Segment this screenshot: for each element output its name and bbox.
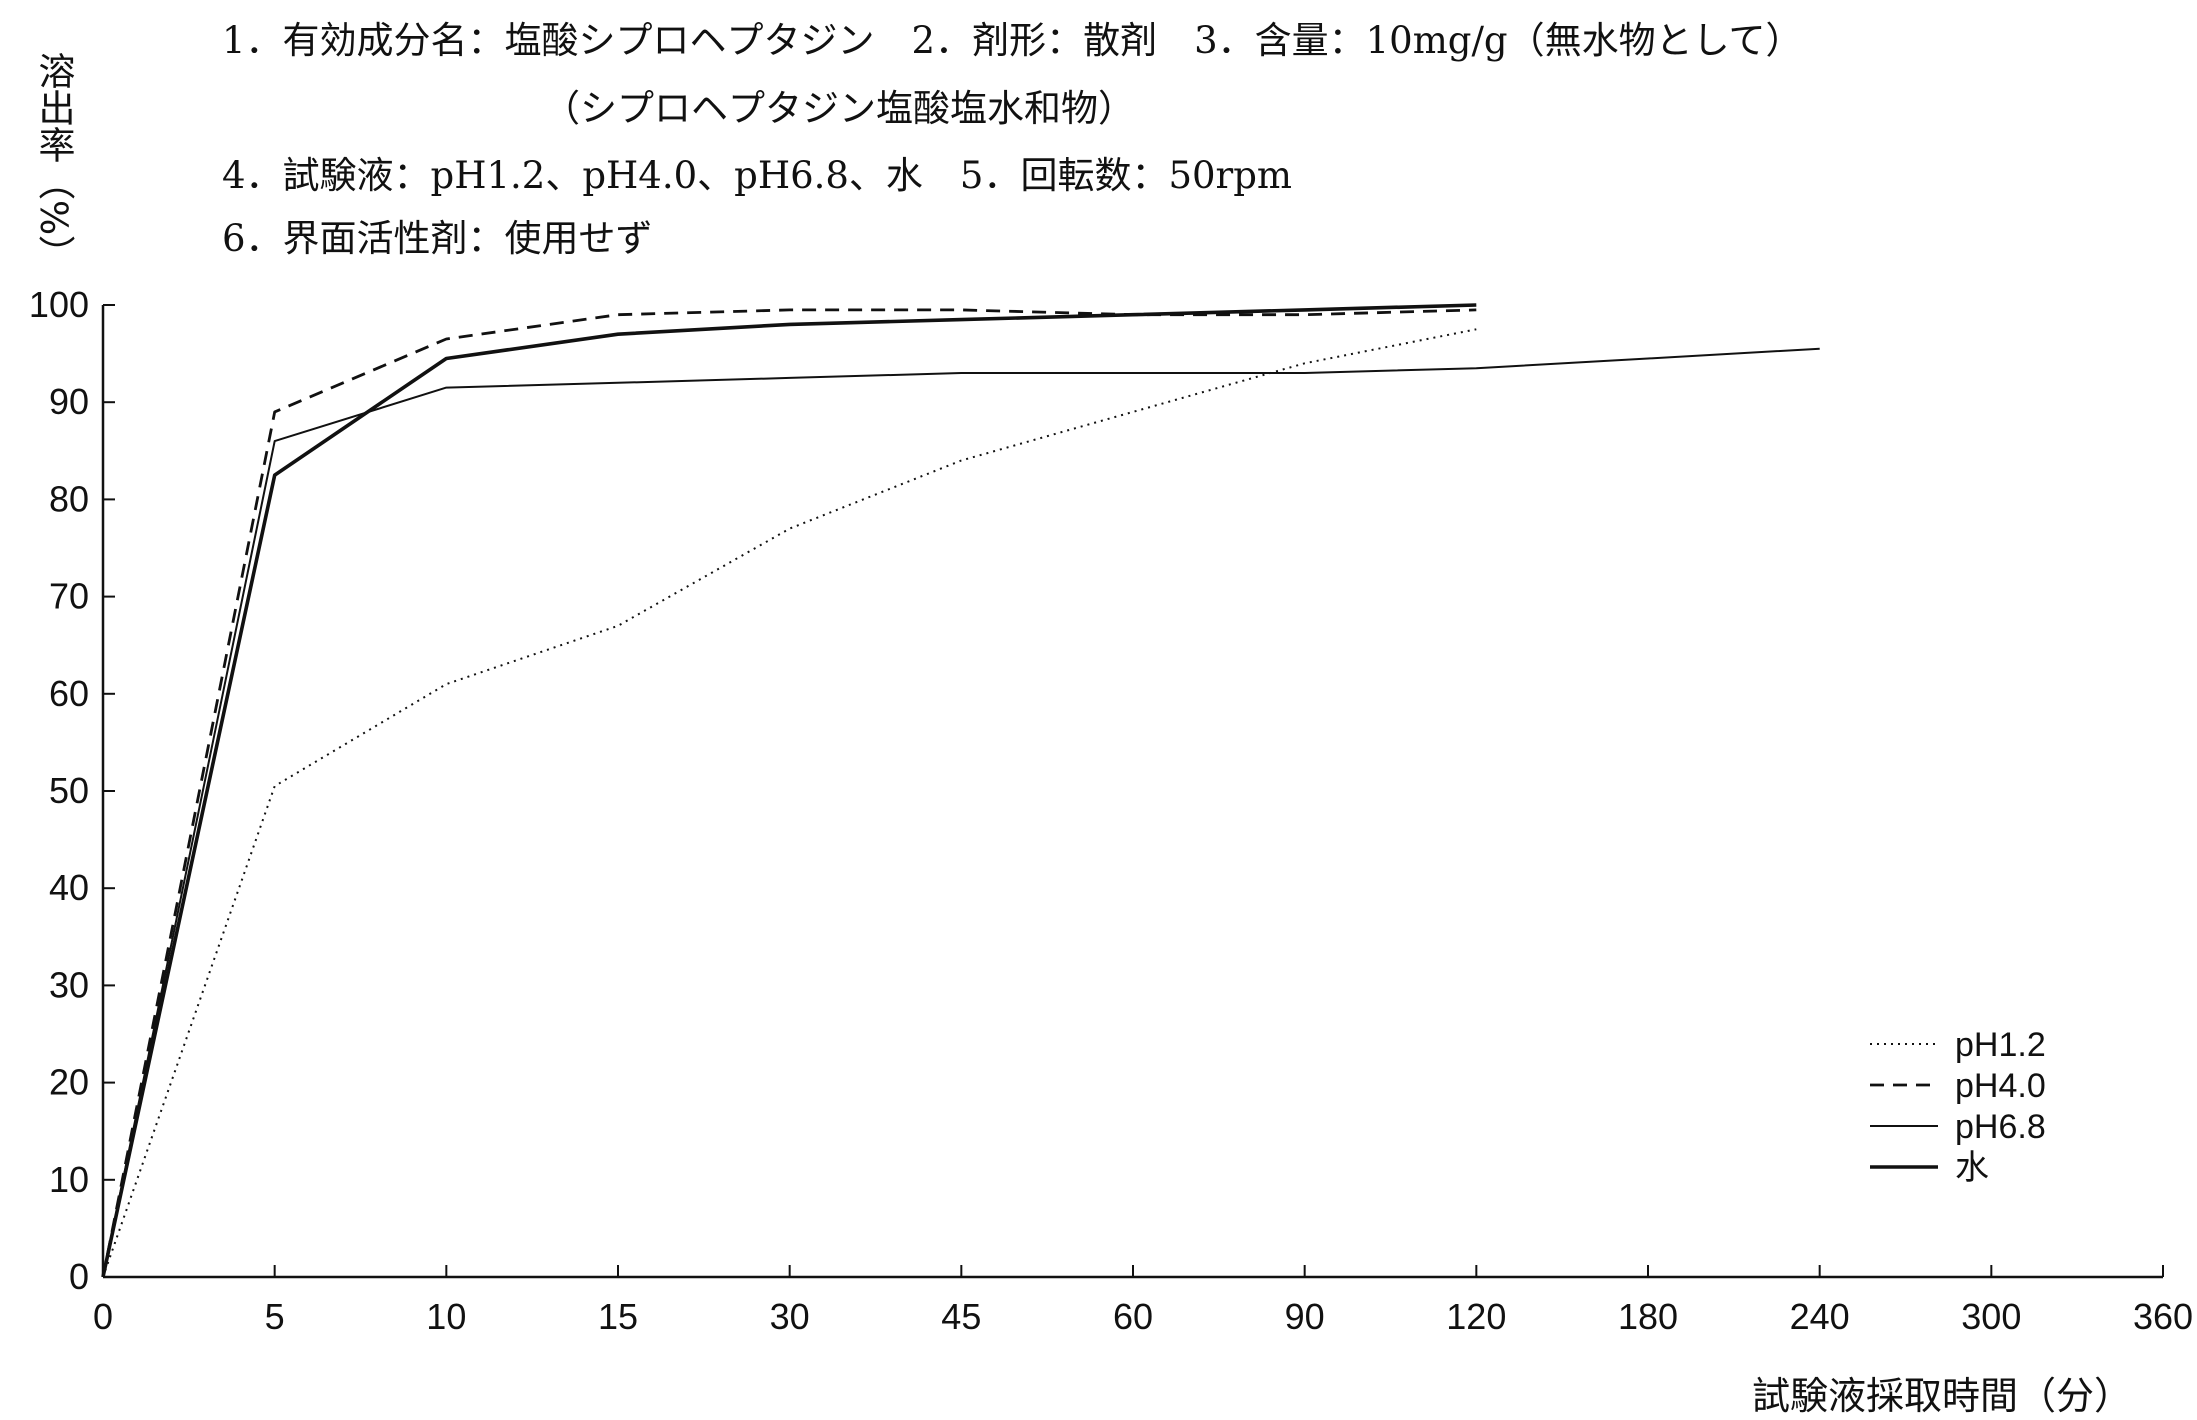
y-tick-label: 50 [49, 770, 89, 811]
series-line-dotted [102, 328, 1477, 1278]
y-tick-label: 90 [49, 381, 89, 422]
y-tick-label: 60 [49, 673, 89, 714]
y-tick-label: 40 [49, 867, 89, 908]
x-axis-label: 試験液採取時間（分） [1751, 1374, 2132, 1418]
chart-info-line-2: （シプロヘプタジン塩酸塩水和物） [543, 87, 1135, 130]
x-tick-label: 5 [265, 1296, 285, 1337]
x-tick-label: 15 [598, 1296, 638, 1337]
x-tick-label: 60 [1113, 1296, 1153, 1337]
x-tick-label: 30 [770, 1296, 810, 1337]
x-tick-label: 90 [1285, 1296, 1325, 1337]
series-line-thick [101, 303, 1477, 1278]
legend-label: 水 [1955, 1149, 1989, 1187]
y-tick-label: 30 [49, 964, 89, 1005]
x-tick-label: 300 [1961, 1296, 2021, 1337]
series-line-thin [102, 347, 1820, 1278]
y-tick-label: 0 [69, 1256, 89, 1297]
x-tick-label: 45 [941, 1296, 981, 1337]
legend-label: pH4.0 [1955, 1067, 2046, 1105]
x-tick-label: 180 [1618, 1296, 1678, 1337]
x-tick-label: 0 [93, 1296, 113, 1337]
legend-label: pH6.8 [1955, 1108, 2046, 1146]
x-tick-label: 10 [426, 1296, 466, 1337]
x-tick-label: 240 [1790, 1296, 1850, 1337]
y-tick-label: 100 [29, 284, 89, 325]
legend-label: pH1.2 [1955, 1026, 2046, 1064]
y-tick-label: 20 [49, 1062, 89, 1103]
chart-info-line-1: 1．有効成分名：塩酸シプロヘプタジン 2．剤形：散剤 3．含量：10mg/g（無… [222, 19, 1803, 62]
chart-info-line-4: 6．界面活性剤：使用せず [222, 217, 653, 260]
y-tick-label: 10 [49, 1159, 89, 1200]
y-tick-label: 80 [49, 478, 89, 519]
y-tick-label: 70 [49, 576, 89, 617]
x-tick-label: 120 [1446, 1296, 1506, 1337]
x-tick-label: 360 [2133, 1296, 2193, 1337]
chart-info-line-3: 4．試験液：pH1.2、pH4.0、pH6.8、水 5．回転数：50rpm [222, 154, 1292, 197]
y-axis-label: 溶出率（%） [32, 52, 75, 273]
series-line-dashed [101, 308, 1477, 1278]
